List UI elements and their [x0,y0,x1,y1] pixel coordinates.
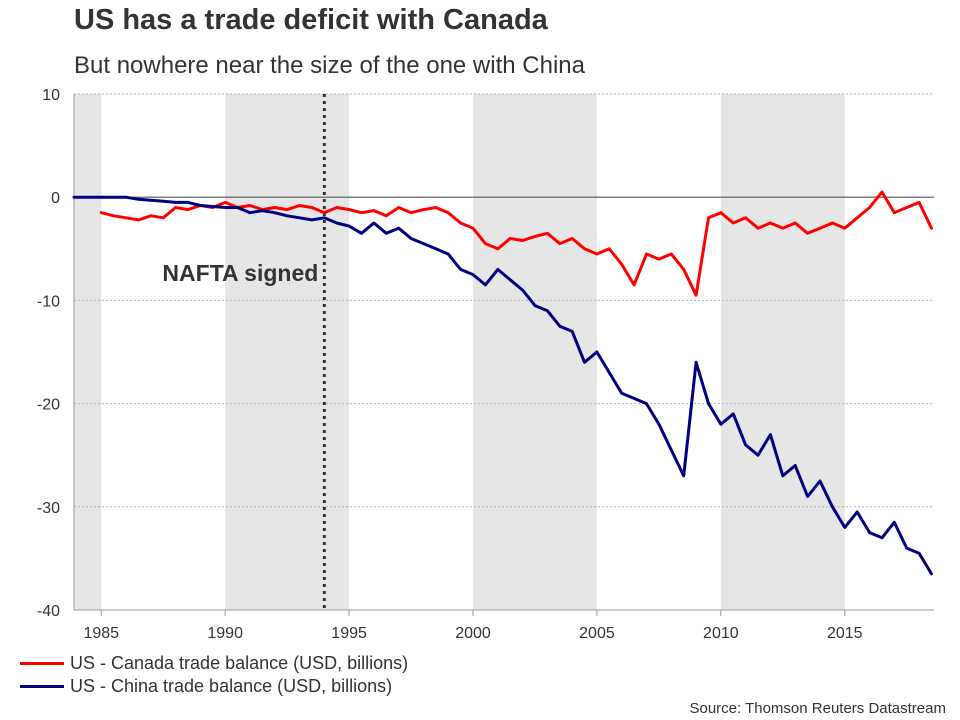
shade-band-3 [720,94,845,610]
x-tick-label: 2015 [827,625,863,642]
shade-band-1 [225,94,350,610]
legend-label-canada: US - Canada trade balance (USD, billions… [70,653,409,673]
y-tick-label: -30 [37,500,60,517]
x-tick-label: 1990 [207,625,243,642]
y-tick-label: 0 [51,190,60,207]
legend: US - Canada trade balance (USD, billions… [20,652,408,698]
source-note: Source: Thomson Reuters Datastream [689,700,946,717]
series-line-china [72,195,933,576]
axes: 10 0 -10 -20 -30 -40 1985 1990 1995 2000 2005 2010 2… [37,87,934,642]
shade-band-0 [74,94,102,610]
legend-item-canada: US - Canada trade balance (USD, billions… [20,652,408,675]
shade-band-2 [473,94,597,610]
nafta-annotation: NAFTA signed [162,94,326,610]
y-tick-label: -10 [37,293,60,310]
x-tick-label: 1995 [331,625,367,642]
recession-shading [74,94,845,610]
legend-swatch-canada [20,662,64,665]
gridlines [74,93,934,508]
x-tick-label: 2010 [703,625,739,642]
x-tick-label: 1985 [83,625,119,642]
legend-swatch-china [20,685,64,688]
legend-item-china: US - China trade balance (USD, billions) [20,675,408,698]
y-tick-label: 10 [42,87,60,104]
chart-title: US has a trade deficit with Canada [74,4,548,36]
y-tick-label: -20 [37,397,60,414]
nafta-label: NAFTA signed [162,260,318,286]
series-lines [72,190,933,576]
y-tick-label: -40 [37,603,60,620]
x-tick-label: 2000 [455,625,491,642]
legend-label-china: US - China trade balance (USD, billions) [70,676,393,696]
x-tick-label: 2005 [579,625,615,642]
chart-subtitle: But nowhere near the size of the one wit… [74,52,585,79]
